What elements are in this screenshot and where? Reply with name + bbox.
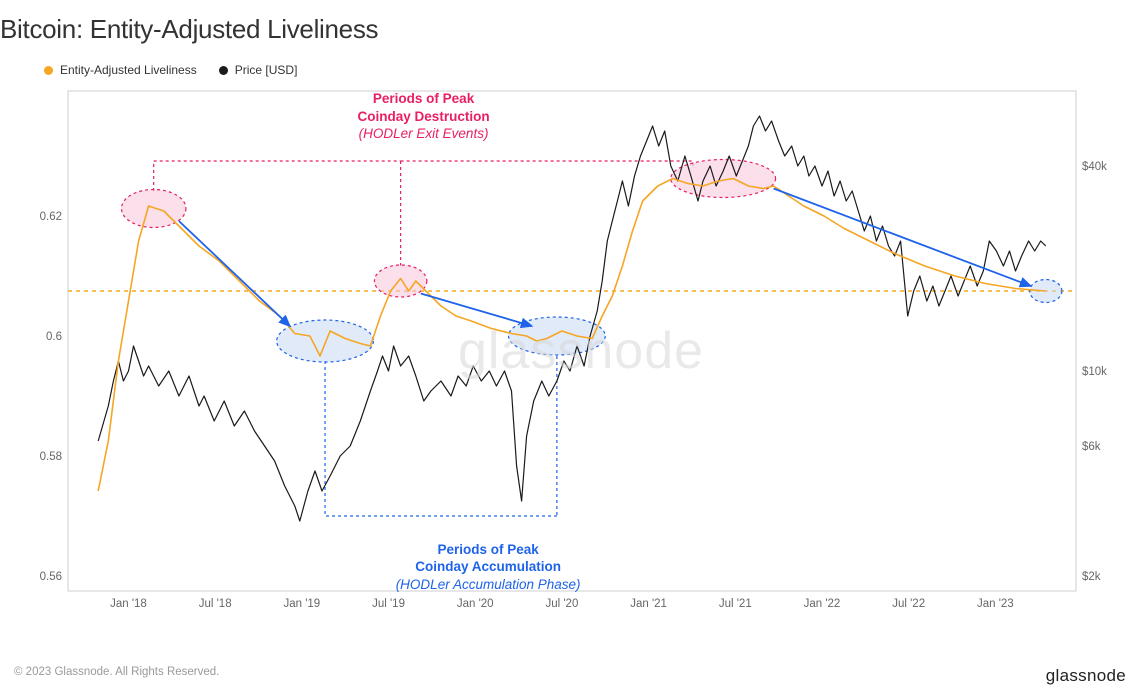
svg-text:0.58: 0.58 — [40, 451, 62, 463]
svg-text:Jul '22: Jul '22 — [892, 598, 925, 610]
legend-dot-liveliness — [44, 66, 53, 75]
svg-text:$40k: $40k — [1082, 161, 1107, 173]
copyright: © 2023 Glassnode. All Rights Reserved. — [14, 666, 219, 686]
chart-svg: 0.56 0.58 0.6 0.62 $2k $6k $10k $40k Jan '18 Jul … — [36, 85, 1126, 615]
svg-text:Jan '21: Jan '21 — [630, 598, 667, 610]
svg-text:Jan '22: Jan '22 — [804, 598, 841, 610]
svg-text:Jul '20: Jul '20 — [545, 598, 578, 610]
legend-item-price: Price [USD] — [219, 63, 298, 77]
svg-text:Jan '18: Jan '18 — [110, 598, 147, 610]
svg-text:Jan '20: Jan '20 — [457, 598, 494, 610]
svg-text:Jul '18: Jul '18 — [199, 598, 232, 610]
svg-text:0.62: 0.62 — [40, 211, 62, 223]
chart-title: Bitcoin: Entity-Adjusted Liveliness — [0, 0, 1140, 45]
svg-text:$2k: $2k — [1082, 571, 1101, 583]
legend-item-liveliness: Entity-Adjusted Liveliness — [44, 63, 197, 77]
svg-text:Jan '23: Jan '23 — [977, 598, 1014, 610]
legend-label-liveliness: Entity-Adjusted Liveliness — [60, 63, 197, 77]
footer: © 2023 Glassnode. All Rights Reserved. g… — [14, 666, 1126, 686]
svg-text:0.56: 0.56 — [40, 571, 62, 583]
chart-area: glassnode 0.560.580.60.62$2k$6k$10k$40kJ… — [36, 85, 1126, 615]
legend-label-price: Price [USD] — [235, 63, 298, 77]
svg-text:Jul '21: Jul '21 — [719, 598, 752, 610]
svg-text:Jul '19: Jul '19 — [372, 598, 405, 610]
svg-text:0.6: 0.6 — [46, 331, 62, 343]
svg-text:Jan '19: Jan '19 — [283, 598, 320, 610]
legend-dot-price — [219, 66, 228, 75]
svg-text:$10k: $10k — [1082, 366, 1107, 378]
legend: Entity-Adjusted Liveliness Price [USD] — [0, 45, 1140, 85]
svg-text:$6k: $6k — [1082, 441, 1101, 453]
brand-logo: glassnode — [1046, 666, 1126, 686]
